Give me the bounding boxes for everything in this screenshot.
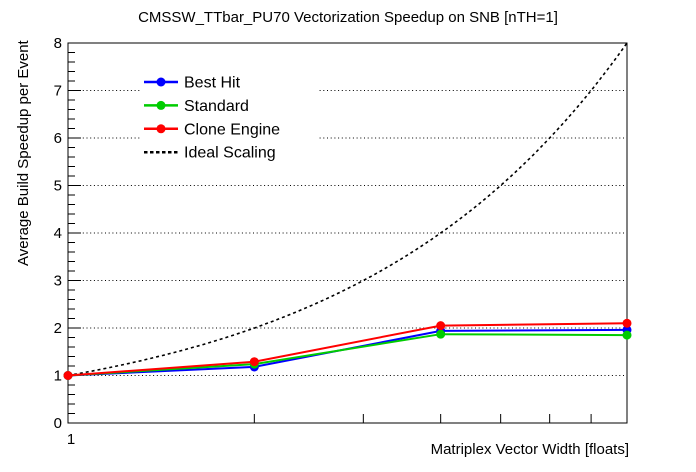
data-point-clone-engine-x4 [436, 321, 446, 331]
series-line-clone-engine [67, 322, 628, 377]
legend-sample-marker-1 [156, 100, 166, 110]
legend-samples [140, 67, 317, 164]
data-point-clone-engine-x1 [63, 371, 73, 380]
ideal-scaling-curve [67, 42, 628, 377]
data-point-clone-engine-x8 [622, 318, 632, 328]
y-tick-label-6: 6 [54, 130, 62, 147]
x-axis-title: Matriplex Vector Width [floats] [431, 441, 629, 458]
legend-label-clone-engine: Clone Engine [184, 121, 280, 138]
legend-sample-marker-0 [156, 77, 166, 87]
y-tick-label-0: 0 [54, 415, 62, 432]
y-tick-label-8: 8 [54, 35, 62, 52]
y-tick-label-5: 5 [54, 178, 62, 195]
data-point-standard-x8 [622, 330, 632, 340]
legend-label-standard: Standard [184, 98, 249, 115]
y-axis-title: Average Build Speedup per Event [15, 39, 32, 266]
series-line-standard [67, 333, 628, 377]
legend-sample-marker-2 [156, 124, 166, 134]
x-tick-label-1: 1 [67, 431, 75, 448]
y-tick-label-2: 2 [54, 320, 62, 337]
y-tick-label-4: 4 [54, 225, 62, 242]
y-tick-label-3: 3 [54, 273, 62, 290]
data-point-standard-x4 [436, 329, 446, 339]
legend: Best Hit Standard Clone Engine Ideal Sca… [140, 67, 317, 164]
legend-label-best-hit: Best Hit [184, 75, 241, 92]
y-tick-label-1: 1 [54, 368, 62, 385]
legend-label-ideal-scaling: Ideal Scaling [184, 145, 276, 162]
y-tick-label-7: 7 [54, 83, 62, 100]
data-point-clone-engine-x2 [249, 357, 259, 367]
chart-title: CMSSW_TTbar_PU70 Vectorization Speedup o… [138, 9, 558, 26]
